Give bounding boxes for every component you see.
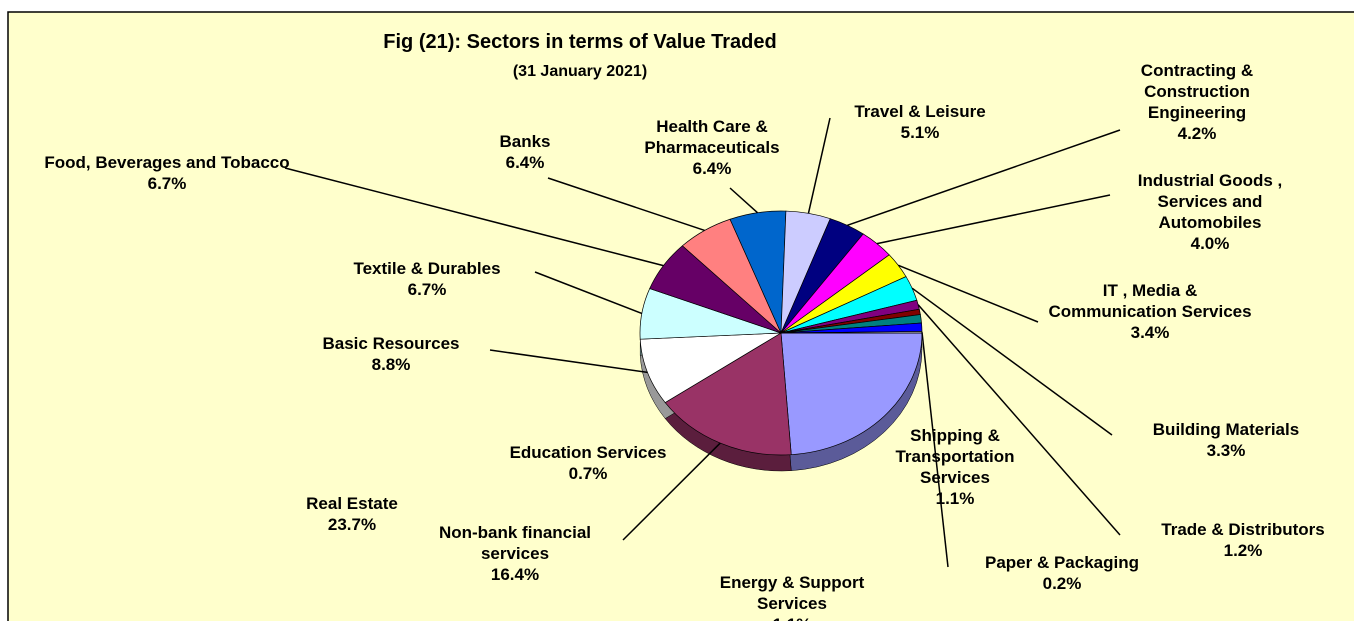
leader-line: [847, 129, 1121, 227]
label-name: Textile & Durables: [353, 259, 501, 278]
label-value: 6.7%: [407, 280, 447, 299]
slice-label: Basic Resources 8.8%: [291, 333, 491, 375]
leader-line: [622, 442, 721, 541]
label-value: 6.4%: [692, 159, 732, 178]
label-value: 23.7%: [327, 515, 377, 534]
label-name: Paper & Packaging: [984, 553, 1139, 572]
pie-slice: [664, 332, 792, 456]
leader-line: [876, 194, 1111, 245]
slice-label: Building Materials 3.3%: [1116, 419, 1336, 461]
label-value: 3.3%: [1206, 441, 1246, 460]
label-name: Food, Beverages and Tobacco: [44, 153, 290, 172]
label-name: Building Materials: [1152, 420, 1300, 439]
leader-line: [911, 287, 1113, 436]
leader-line: [547, 177, 705, 232]
label-name: Contracting & Construction Engineering: [1140, 61, 1254, 122]
label-name: Energy & Support Services: [719, 573, 865, 613]
label-value: 0.2%: [1042, 574, 1082, 593]
slice-label: Textile & Durables 6.7%: [312, 258, 542, 300]
label-name: Trade & Distributors: [1161, 520, 1325, 539]
label-name: Health Care & Pharmaceuticals: [644, 117, 780, 157]
label-value: 0.7%: [568, 464, 608, 483]
label-name: Education Services: [509, 443, 667, 462]
label-name: Industrial Goods , Services and Automobi…: [1137, 171, 1283, 232]
label-value: 4.0%: [1190, 234, 1230, 253]
leader-line: [489, 349, 648, 374]
label-name: Banks: [499, 132, 551, 151]
chart-title: Fig (21): Sectors in terms of Value Trad…: [383, 31, 777, 53]
slice-label: Health Care & Pharmaceuticals 6.4%: [617, 116, 807, 179]
chart-subtitle: (31 January 2021): [512, 63, 648, 80]
label-value: 1.2%: [1223, 541, 1263, 560]
leader-line: [729, 187, 758, 214]
slice-label: Contracting & Construction Engineering 4.…: [1112, 60, 1282, 144]
leader-line: [284, 167, 664, 267]
slice-label: Food, Beverages and Tobacco 6.7%: [37, 152, 297, 194]
slice-label: Trade & Distributors 1.2%: [1128, 519, 1354, 561]
label-value: 6.7%: [147, 174, 187, 193]
leader-line: [534, 271, 643, 315]
label-name: Real Estate: [306, 494, 398, 513]
slice-label: Education Services 0.7%: [468, 442, 708, 484]
label-name: IT , Media & Communication Services: [1048, 281, 1252, 321]
label-name: Travel & Leisure: [854, 102, 986, 121]
label-value: 1.1%: [935, 489, 975, 508]
label-name: Basic Resources: [322, 334, 460, 353]
slice-label: Real Estate 23.7%: [272, 493, 432, 535]
label-value: 16.4%: [490, 565, 540, 584]
slice-label: Banks 6.4%: [480, 131, 570, 173]
slice-label: Shipping & Transportation Services 1.1%: [875, 425, 1035, 509]
pie-slice: [780, 332, 923, 456]
label-value: 6.4%: [505, 153, 545, 172]
label-value: 8.8%: [371, 355, 411, 374]
label-name: Non-bank financial services: [438, 523, 592, 563]
leader-line: [921, 332, 949, 568]
leader-line: [807, 117, 831, 214]
slice-label: IT , Media & Communication Services 3.4%: [1045, 280, 1255, 343]
label-value: 3.4%: [1130, 323, 1170, 342]
slice-label: Paper & Packaging 0.2%: [952, 552, 1172, 594]
leader-line: [917, 304, 1121, 536]
label-value: 4.2%: [1177, 124, 1217, 143]
slice-label: Non-bank financial services 16.4%: [405, 522, 625, 585]
label-value: 1.1%: [687, 614, 897, 621]
slice-label: Travel & Leisure 5.1%: [825, 101, 1015, 143]
label-name: Shipping & Transportation Services: [895, 426, 1015, 487]
label-value: 5.1%: [900, 123, 940, 142]
leader-line: [898, 264, 1039, 323]
slice-label: Industrial Goods , Services and Automobi…: [1110, 170, 1310, 254]
